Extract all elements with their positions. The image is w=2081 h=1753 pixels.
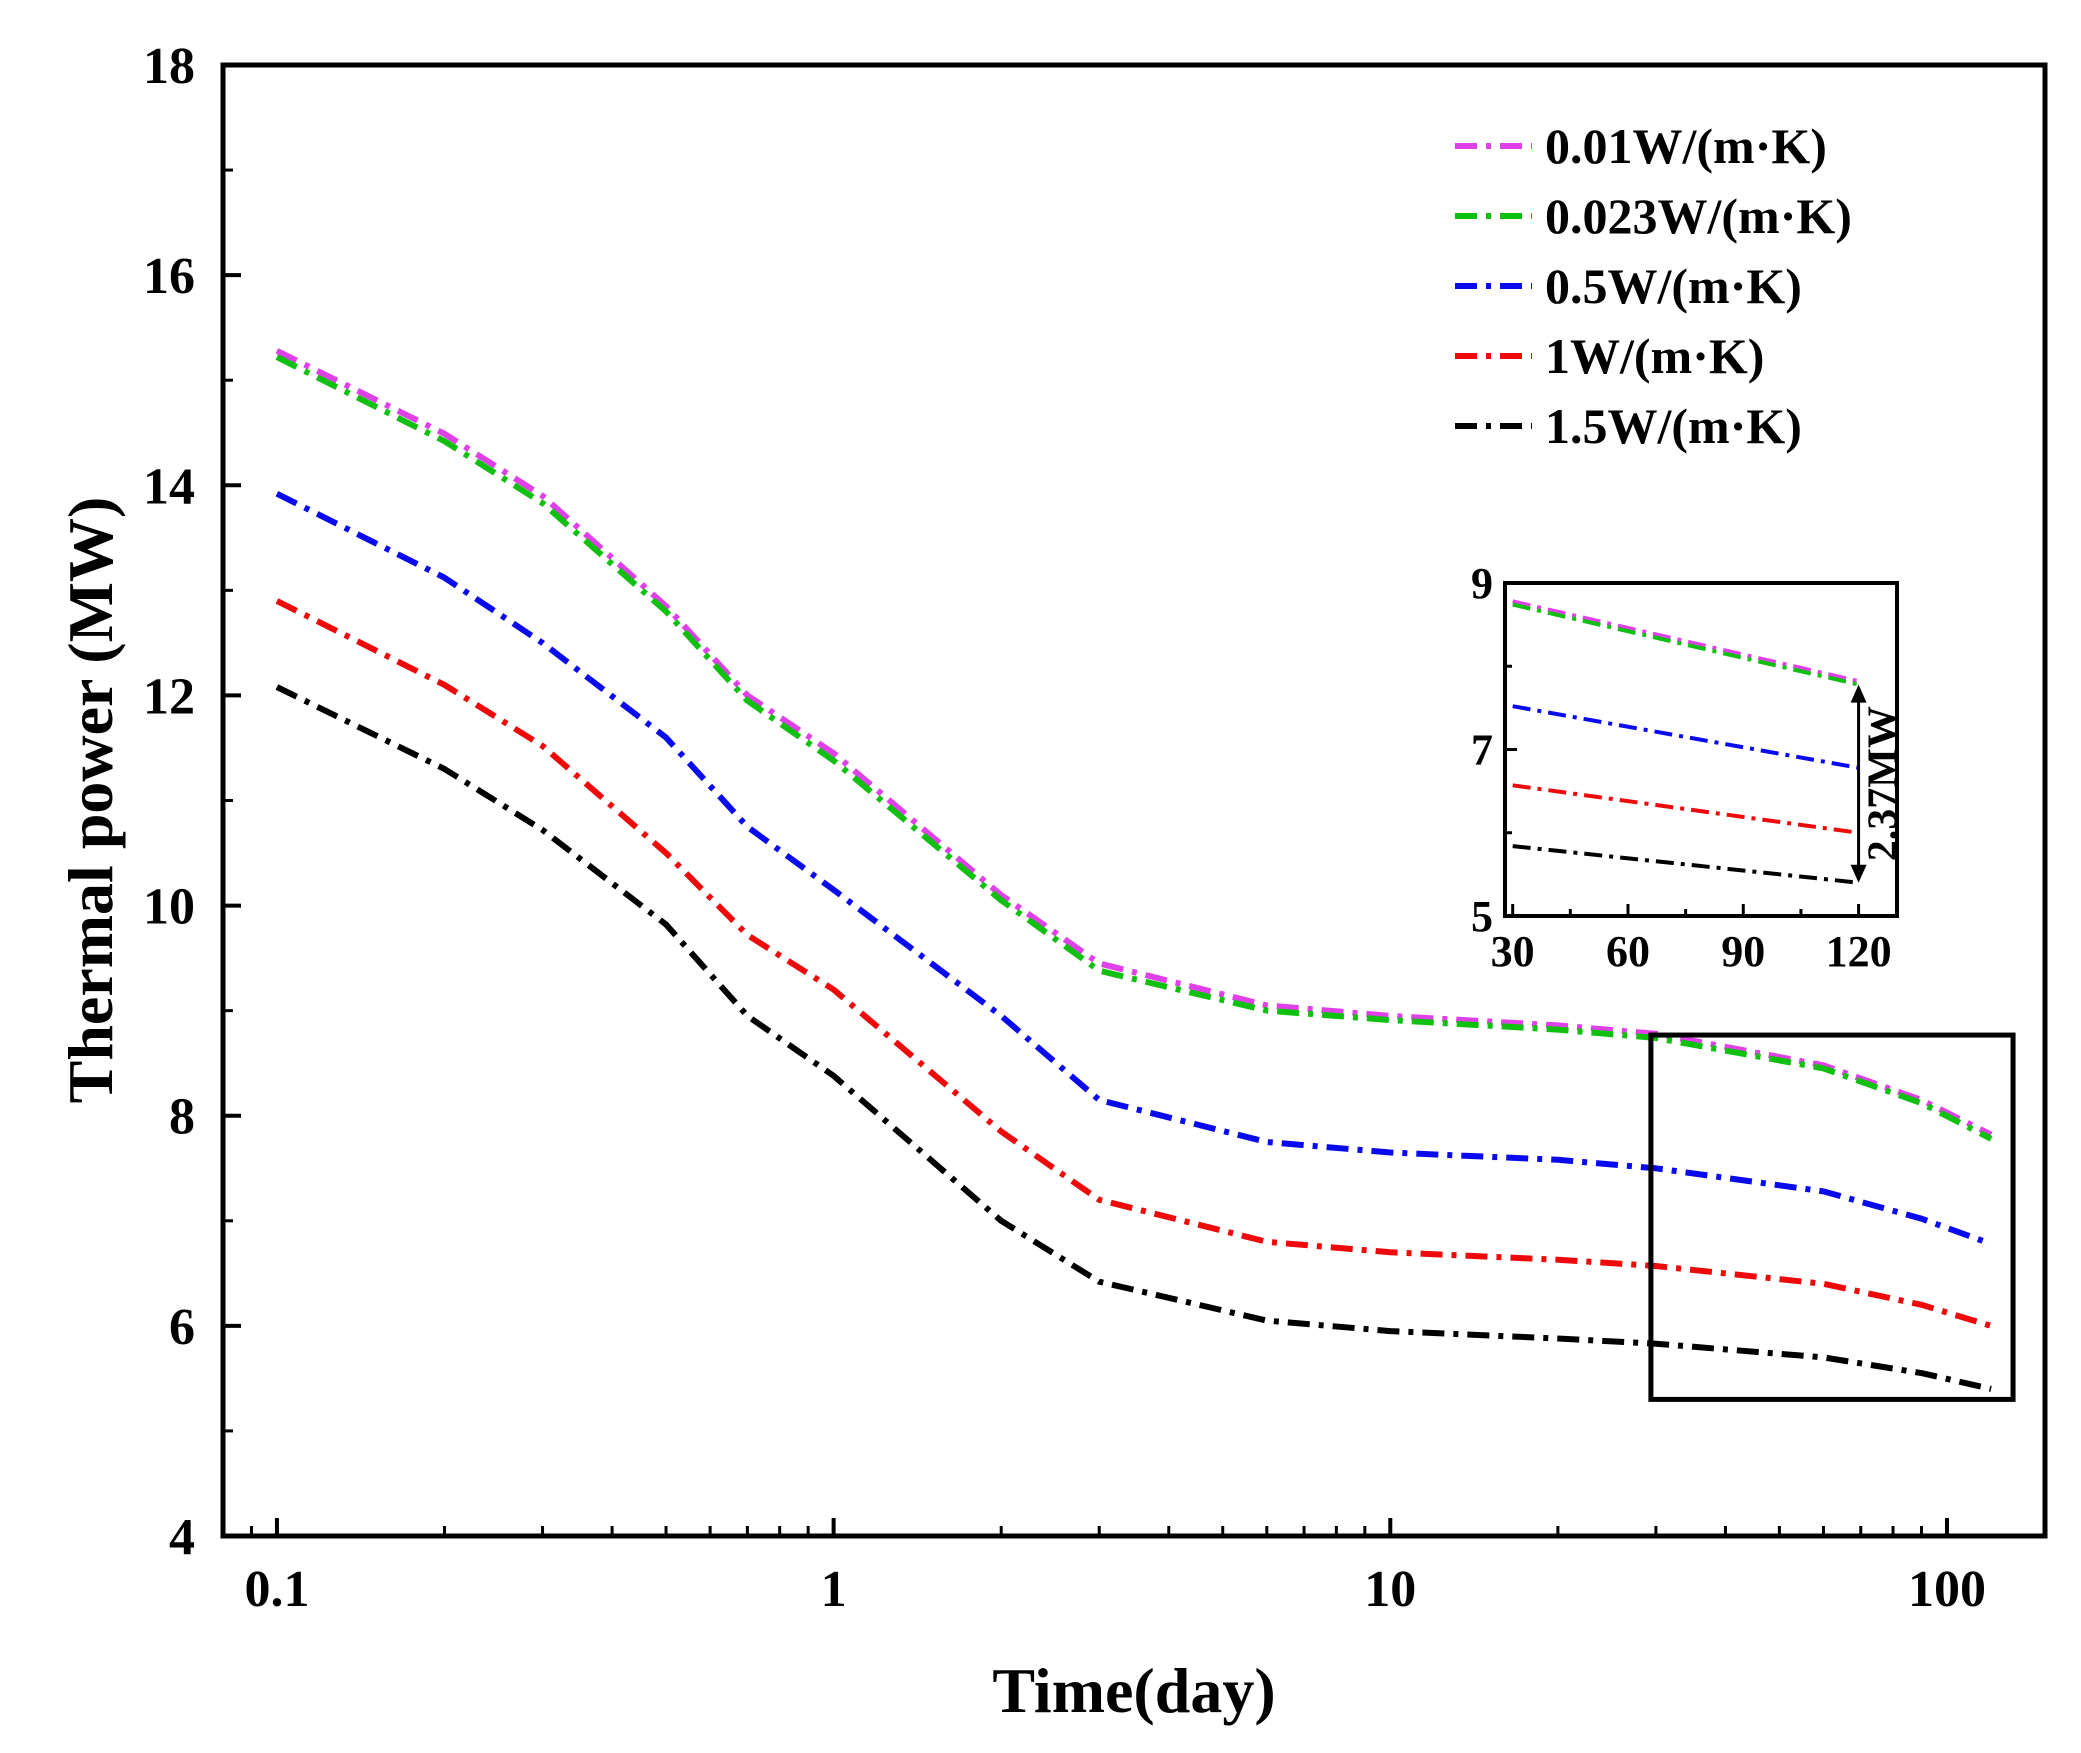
inset-y-tick-label: 7 [1471,726,1493,775]
legend-label: 0.023W/(m·K) [1545,188,1852,244]
inset-x-tick-label: 30 [1491,927,1535,976]
inset-x-tick-label: 120 [1826,927,1892,976]
legend-label: 0.01W/(m·K) [1545,118,1827,174]
inset-plot: 5 7 9 30 60 90 120 2.37MW [1471,559,1907,976]
main-series-lines [275,348,1993,1392]
difference-label: 2.37MW [1861,706,1907,861]
arrow-head-bottom [1850,864,1867,883]
x-tick-label: 100 [1908,1561,1986,1618]
series-line [275,598,1992,1329]
y-tick-label: 4 [169,1509,195,1566]
inset-series-line [1512,599,1860,684]
arrow-head-top [1850,684,1867,703]
legend: 0.01W/(m·K) 0.023W/(m·K) 0.5W/(m·K) 1W/(m·K… [1455,118,1852,454]
zoom-region-box [1648,1032,2016,1402]
y-tick-label: 8 [169,1089,195,1146]
y-tick-label: 10 [143,879,195,936]
legend-label: 0.5W/(m·K) [1545,258,1802,314]
inset-frame [1503,581,1899,918]
y-tick-label: 14 [143,458,195,515]
inset-x-tick-label: 60 [1606,927,1650,976]
inset-x-tick-label: 90 [1721,927,1765,976]
y-tick-label: 16 [143,248,195,305]
y-tick-label: 6 [169,1299,195,1356]
inset-y-tick-label: 9 [1471,559,1493,608]
inset-series-line [1512,783,1859,835]
main-plot-area: 4 6 8 10 12 14 16 18 0.1 1 10 100 [143,38,2048,1618]
inset-axis-ticks: 5 7 9 30 60 90 120 [1471,559,1892,976]
legend-label: 1W/(m·K) [1545,328,1764,384]
main-axis-ticks: 4 6 8 10 12 14 16 18 0.1 1 10 100 [143,38,1986,1618]
x-tick-label: 0.1 [244,1561,309,1618]
y-axis-label: Thermal power (MW) [55,497,126,1104]
legend-label: 1.5W/(m·K) [1545,398,1802,454]
inset-series-line [1512,704,1859,770]
x-axis-label: Time(day) [992,1655,1275,1726]
inset-series-lines [1512,599,1860,885]
y-tick-label: 12 [143,668,195,725]
inset-series-line [1512,844,1859,885]
inset-difference-annotation: 2.37MW [1850,684,1907,883]
inset-y-tick-label: 5 [1471,892,1493,941]
x-tick-label: 10 [1364,1561,1416,1618]
inset-series-line [1512,602,1860,687]
x-tick-label: 1 [821,1561,847,1618]
y-tick-label: 18 [143,38,195,95]
series-line [275,684,1992,1392]
